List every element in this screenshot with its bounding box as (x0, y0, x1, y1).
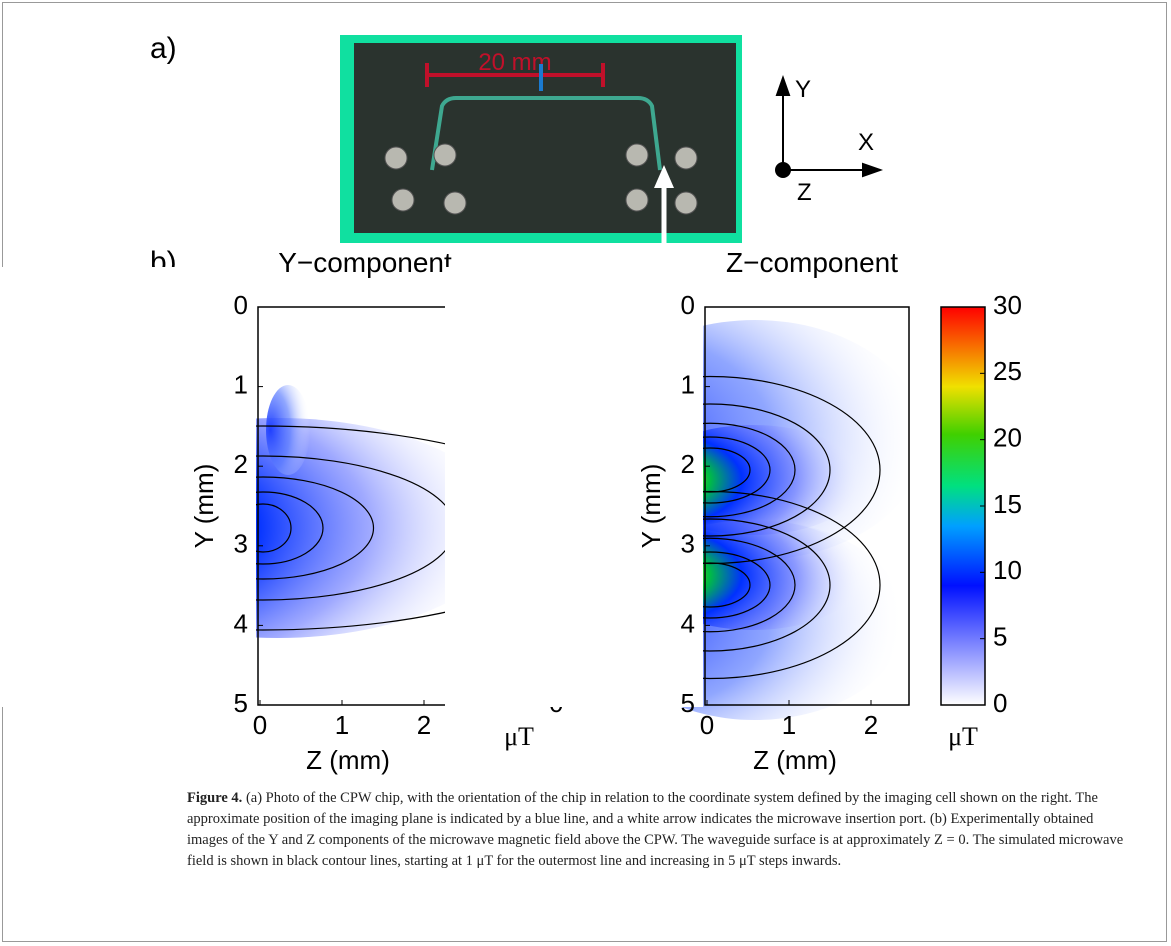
axis-label: Z (797, 179, 812, 206)
x-tick-label: 2 (864, 710, 878, 740)
colorbar-unit: μT (504, 722, 534, 751)
clip-mask (445, 267, 703, 707)
y-tick-label: 1 (234, 369, 248, 399)
arrowhead (654, 165, 674, 188)
y-tick-label: 5 (234, 688, 248, 718)
colorbar-tick-label: 30 (993, 290, 1022, 320)
x-axis-label: Z (mm) (753, 745, 837, 775)
colorbar-tick-label: 15 (993, 489, 1022, 519)
caption: Figure 4. (a) Photo of the CPW chip, wit… (187, 788, 1137, 872)
y-axis-label: Y (mm) (636, 464, 666, 549)
x-axis-label: Z (mm) (306, 745, 390, 775)
y-tick-label: 0 (234, 290, 248, 320)
axis-label: Y (795, 76, 811, 103)
caption-text: (a) Photo of the CPW chip, with the orie… (187, 790, 1124, 869)
colorbar-tick-label: 5 (993, 622, 1007, 652)
x-tick-label: 0 (700, 710, 714, 740)
x-tick-label: 2 (417, 710, 431, 740)
colorbar-unit: μT (948, 722, 978, 751)
panel-label: a) (150, 32, 177, 65)
caption-label: Figure 4. (187, 790, 243, 806)
y-tick-label: 4 (681, 608, 695, 638)
plot-title: Z−component (726, 247, 898, 278)
y-tick-label: 4 (234, 608, 248, 638)
z-dot (775, 162, 791, 178)
axes-box (704, 306, 910, 706)
y-tick-label: 0 (681, 290, 695, 320)
x-tick-label: 1 (335, 710, 349, 740)
y-tick-label: 1 (681, 369, 695, 399)
colorbar-tick-label: 25 (993, 356, 1022, 386)
colorbar-tick-label: 20 (993, 423, 1022, 453)
x-tick-label: 1 (782, 710, 796, 740)
y-tick-label: 3 (234, 529, 248, 559)
colorbar-tick-label: 10 (993, 555, 1022, 585)
axis-label: X (858, 129, 874, 156)
clip-mask (910, 307, 940, 705)
coord-axes (775, 74, 884, 178)
colorbar-tick-label: 0 (993, 688, 1007, 718)
y-tick-label: 5 (681, 688, 695, 718)
field (266, 385, 310, 475)
x-tick-label: 0 (253, 710, 267, 740)
y-tick-label: 3 (681, 529, 695, 559)
y-tick-label: 2 (681, 449, 695, 479)
y-axis-label: Y (mm) (189, 464, 219, 549)
clip-mask (0, 267, 256, 707)
y-tick-label: 2 (234, 449, 248, 479)
colorbar (940, 306, 986, 706)
plot-title: Y−component (278, 247, 452, 278)
screws (384, 143, 698, 215)
waveguide (430, 96, 662, 171)
